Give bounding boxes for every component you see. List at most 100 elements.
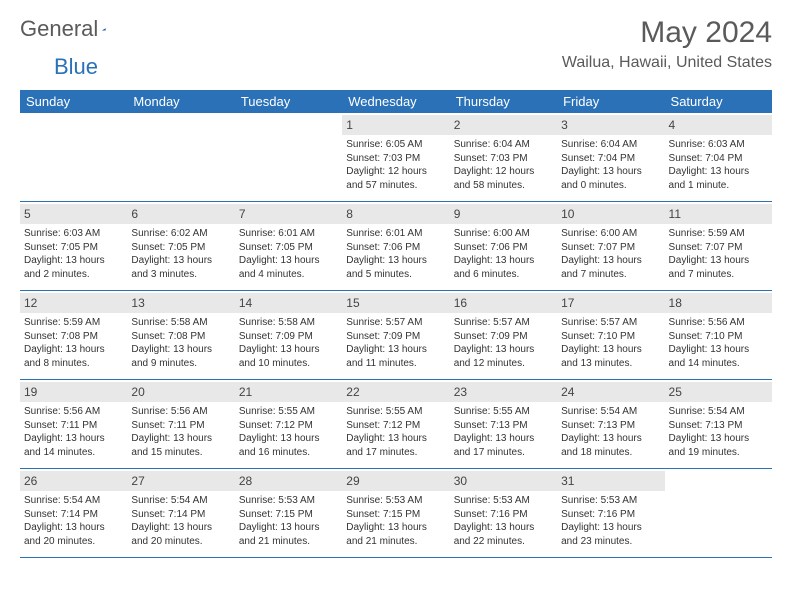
day-number: 11	[665, 204, 772, 224]
sunset-text: Sunset: 7:16 PM	[561, 508, 660, 522]
day-cell: 31 Sunrise: 5:53 AMSunset: 7:16 PMDayligh…	[557, 469, 664, 557]
sunset-text: Sunset: 7:13 PM	[669, 419, 768, 433]
week-row: 12Sunrise: 5:59 AMSunset: 7:08 PMDayligh…	[20, 291, 772, 380]
sunset-text: Sunset: 7:08 PM	[24, 330, 123, 344]
sunset-text: Sunset: 7:16 PM	[454, 508, 553, 522]
sunset-text: Sunset: 7:09 PM	[239, 330, 338, 344]
sunrise-text: Sunrise: 6:00 AM	[454, 227, 553, 241]
sunrise-text: Sunrise: 5:54 AM	[561, 405, 660, 419]
day-number: 31	[557, 471, 664, 491]
day-number: 14	[235, 293, 342, 313]
daylight-text: Daylight: 13 hours and 5 minutes.	[346, 254, 445, 281]
daylight-text: Daylight: 13 hours and 10 minutes.	[239, 343, 338, 370]
sunrise-text: Sunrise: 5:59 AM	[669, 227, 768, 241]
day-number	[127, 115, 234, 135]
month-title: May 2024	[562, 16, 772, 50]
daylight-text: Daylight: 13 hours and 15 minutes.	[131, 432, 230, 459]
daylight-text: Daylight: 12 hours and 58 minutes.	[454, 165, 553, 192]
calendar: Sunday Monday Tuesday Wednesday Thursday…	[20, 90, 772, 558]
sunset-text: Sunset: 7:15 PM	[239, 508, 338, 522]
day-number: 1	[342, 115, 449, 135]
sunrise-text: Sunrise: 5:57 AM	[454, 316, 553, 330]
sunrise-text: Sunrise: 5:53 AM	[346, 494, 445, 508]
sunset-text: Sunset: 7:04 PM	[561, 152, 660, 166]
day-cell: 26Sunrise: 5:54 AMSunset: 7:14 PMDayligh…	[20, 469, 127, 557]
sunrise-text: Sunrise: 5:56 AM	[131, 405, 230, 419]
day-cell: 8Sunrise: 6:01 AMSunset: 7:06 PMDaylight…	[342, 202, 449, 290]
day-cell: 4Sunrise: 6:03 AMSunset: 7:04 PMDaylight…	[665, 113, 772, 201]
sunset-text: Sunset: 7:15 PM	[346, 508, 445, 522]
week-row: 19Sunrise: 5:56 AMSunset: 7:11 PMDayligh…	[20, 380, 772, 469]
sunrise-text: Sunrise: 6:02 AM	[131, 227, 230, 241]
day-cell	[665, 469, 772, 557]
day-cell: 12Sunrise: 5:59 AMSunset: 7:08 PMDayligh…	[20, 291, 127, 379]
daylight-text: Daylight: 13 hours and 17 minutes.	[346, 432, 445, 459]
day-number: 9	[450, 204, 557, 224]
sunset-text: Sunset: 7:12 PM	[346, 419, 445, 433]
daylight-text: Daylight: 13 hours and 7 minutes.	[561, 254, 660, 281]
sunset-text: Sunset: 7:03 PM	[346, 152, 445, 166]
sunset-text: Sunset: 7:14 PM	[131, 508, 230, 522]
daylight-text: Daylight: 13 hours and 4 minutes.	[239, 254, 338, 281]
day-number: 8	[342, 204, 449, 224]
sunrise-text: Sunrise: 6:04 AM	[561, 138, 660, 152]
sunset-text: Sunset: 7:06 PM	[454, 241, 553, 255]
day-cell: 28Sunrise: 5:53 AMSunset: 7:15 PMDayligh…	[235, 469, 342, 557]
dow-wednesday: Wednesday	[342, 90, 449, 113]
day-number: 13	[127, 293, 234, 313]
day-number: 6	[127, 204, 234, 224]
sunrise-text: Sunrise: 6:03 AM	[24, 227, 123, 241]
sunset-text: Sunset: 7:10 PM	[669, 330, 768, 344]
sunrise-text: Sunrise: 6:05 AM	[346, 138, 445, 152]
daylight-text: Daylight: 13 hours and 7 minutes.	[669, 254, 768, 281]
day-cell: 3Sunrise: 6:04 AMSunset: 7:04 PMDaylight…	[557, 113, 664, 201]
sunrise-text: Sunrise: 6:03 AM	[669, 138, 768, 152]
sunrise-text: Sunrise: 5:54 AM	[131, 494, 230, 508]
day-cell: 29Sunrise: 5:53 AMSunset: 7:15 PMDayligh…	[342, 469, 449, 557]
sunset-text: Sunset: 7:11 PM	[131, 419, 230, 433]
day-cell: 25Sunrise: 5:54 AMSunset: 7:13 PMDayligh…	[665, 380, 772, 468]
day-cell	[127, 113, 234, 201]
sunset-text: Sunset: 7:13 PM	[454, 419, 553, 433]
sunrise-text: Sunrise: 6:00 AM	[561, 227, 660, 241]
day-cell: 22Sunrise: 5:55 AMSunset: 7:12 PMDayligh…	[342, 380, 449, 468]
day-number: 15	[342, 293, 449, 313]
location-text: Wailua, Hawaii, United States	[562, 54, 772, 72]
daylight-text: Daylight: 13 hours and 11 minutes.	[346, 343, 445, 370]
day-cell: 24Sunrise: 5:54 AMSunset: 7:13 PMDayligh…	[557, 380, 664, 468]
sunrise-text: Sunrise: 6:01 AM	[239, 227, 338, 241]
week-row: 26Sunrise: 5:54 AMSunset: 7:14 PMDayligh…	[20, 469, 772, 558]
daylight-text: Daylight: 13 hours and 2 minutes.	[24, 254, 123, 281]
sunrise-text: Sunrise: 5:56 AM	[669, 316, 768, 330]
sunrise-text: Sunrise: 5:55 AM	[239, 405, 338, 419]
sunrise-text: Sunrise: 6:01 AM	[346, 227, 445, 241]
day-number	[235, 115, 342, 135]
sunset-text: Sunset: 7:09 PM	[454, 330, 553, 344]
day-number: 7	[235, 204, 342, 224]
day-cell: 23Sunrise: 5:55 AMSunset: 7:13 PMDayligh…	[450, 380, 557, 468]
day-cell	[235, 113, 342, 201]
day-number: 28	[235, 471, 342, 491]
daylight-text: Daylight: 13 hours and 23 minutes.	[561, 521, 660, 548]
daylight-text: Daylight: 13 hours and 20 minutes.	[24, 521, 123, 548]
sunrise-text: Sunrise: 5:53 AM	[561, 494, 660, 508]
daylight-text: Daylight: 13 hours and 0 minutes.	[561, 165, 660, 192]
day-cell: 10Sunrise: 6:00 AMSunset: 7:07 PMDayligh…	[557, 202, 664, 290]
sunrise-text: Sunrise: 5:54 AM	[669, 405, 768, 419]
day-cell	[20, 113, 127, 201]
day-number: 26	[20, 471, 127, 491]
dow-saturday: Saturday	[665, 90, 772, 113]
sunset-text: Sunset: 7:10 PM	[561, 330, 660, 344]
sunrise-text: Sunrise: 6:04 AM	[454, 138, 553, 152]
daylight-text: Daylight: 13 hours and 20 minutes.	[131, 521, 230, 548]
day-number: 10	[557, 204, 664, 224]
daylight-text: Daylight: 13 hours and 19 minutes.	[669, 432, 768, 459]
brand-triangle-icon	[102, 20, 106, 38]
sunrise-text: Sunrise: 5:55 AM	[346, 405, 445, 419]
daylight-text: Daylight: 13 hours and 1 minute.	[669, 165, 768, 192]
sunset-text: Sunset: 7:12 PM	[239, 419, 338, 433]
days-of-week-row: Sunday Monday Tuesday Wednesday Thursday…	[20, 90, 772, 113]
day-number: 24	[557, 382, 664, 402]
sunrise-text: Sunrise: 5:59 AM	[24, 316, 123, 330]
day-cell: 16Sunrise: 5:57 AMSunset: 7:09 PMDayligh…	[450, 291, 557, 379]
